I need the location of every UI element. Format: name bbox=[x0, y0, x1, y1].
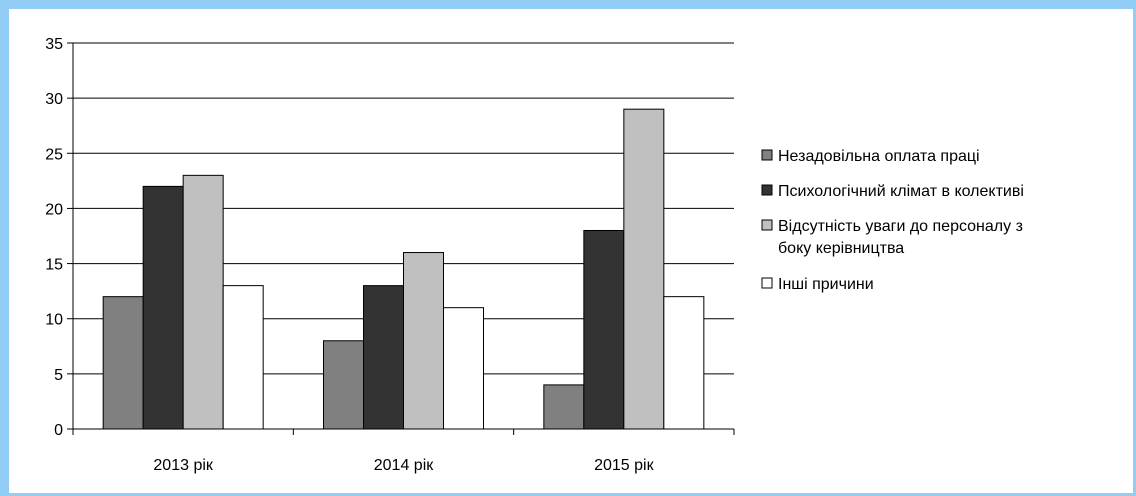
y-tick-label: 0 bbox=[54, 422, 63, 439]
y-tick-label: 20 bbox=[45, 201, 63, 218]
bar bbox=[663, 296, 705, 430]
bar bbox=[583, 229, 625, 430]
x-tick-label: 2013 рік bbox=[153, 457, 213, 474]
legend-swatch bbox=[761, 277, 773, 289]
legend-label: Інші причини bbox=[778, 276, 874, 293]
legend-swatch bbox=[761, 184, 773, 196]
legend-label: боку керівництва bbox=[778, 240, 904, 257]
bar bbox=[102, 296, 144, 430]
y-tick-label: 15 bbox=[45, 257, 63, 274]
axes bbox=[72, 43, 734, 430]
legend-label: Психологічний клімат в колективі bbox=[778, 183, 1024, 200]
legend-swatch bbox=[761, 219, 773, 231]
bar bbox=[323, 340, 364, 430]
y-tick-label: 5 bbox=[54, 367, 63, 384]
bar bbox=[363, 285, 404, 430]
bar bbox=[403, 252, 444, 430]
x-tick-label: 2014 рік bbox=[374, 457, 434, 474]
bar bbox=[623, 108, 665, 430]
y-tick-label: 30 bbox=[45, 91, 63, 108]
y-tick-label: 25 bbox=[45, 146, 63, 163]
bars-group bbox=[102, 108, 705, 430]
legend-label: Відсутність уваги до персоналу з bbox=[778, 218, 1023, 235]
bar bbox=[182, 174, 224, 430]
legend-swatch bbox=[761, 149, 773, 161]
y-tick-label: 10 bbox=[45, 312, 63, 329]
bar bbox=[443, 307, 484, 430]
x-axis-ticks: 2013 рік 2014 рік 2015 рік bbox=[72, 429, 735, 474]
bar bbox=[543, 384, 585, 430]
x-tick-label: 2015 рік bbox=[594, 457, 654, 474]
y-tick-label: 35 bbox=[45, 36, 63, 53]
legend-label: Незадовільна оплата праці bbox=[778, 148, 980, 165]
bar bbox=[222, 285, 264, 430]
bar bbox=[142, 185, 184, 430]
y-axis-ticks: 0 5 10 15 20 25 30 35 bbox=[45, 36, 73, 439]
legend: Незадовільна оплата праці Психологічний к… bbox=[761, 148, 1024, 293]
